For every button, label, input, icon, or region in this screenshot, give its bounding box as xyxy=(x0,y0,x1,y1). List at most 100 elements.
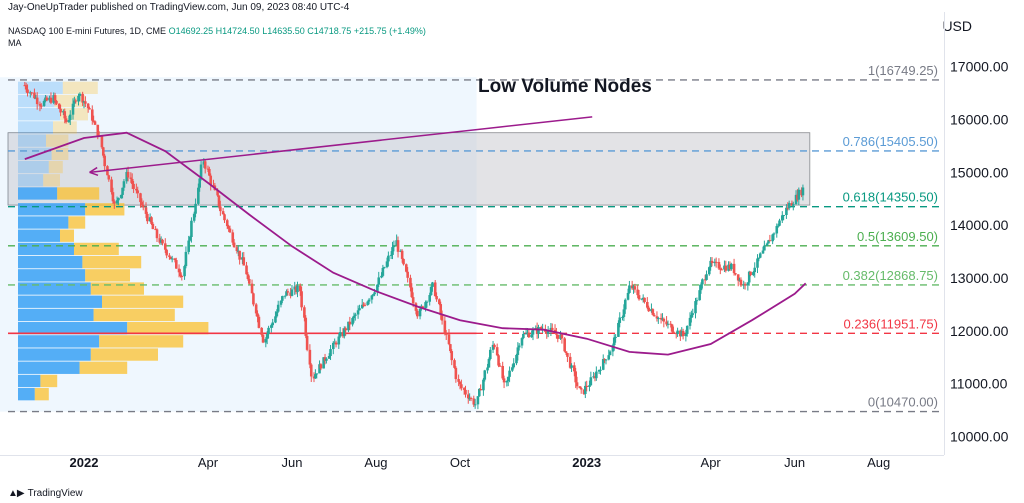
candle-body xyxy=(564,351,568,354)
candle-body xyxy=(632,286,635,289)
candle-body xyxy=(344,328,347,331)
candle-body xyxy=(281,296,284,301)
low-volume-zone xyxy=(7,132,811,206)
x-tick-label: Jun xyxy=(784,455,805,470)
annotation-arrow-line xyxy=(89,116,593,174)
candle-body xyxy=(701,279,704,285)
candle-body xyxy=(585,385,589,387)
candle-body xyxy=(169,256,173,260)
candle-body xyxy=(443,320,447,334)
candle-body xyxy=(738,279,741,281)
candle-body xyxy=(589,377,593,386)
tradingview-logo-icon: ▲▶ xyxy=(8,488,25,499)
candle-body xyxy=(78,93,82,96)
candle-body xyxy=(402,258,405,265)
candle-body xyxy=(122,181,126,188)
candle-body xyxy=(35,97,39,105)
candle-body xyxy=(690,314,693,318)
candle-body xyxy=(26,89,29,94)
volume-profile-up-bar xyxy=(18,81,63,94)
candle-body xyxy=(539,327,543,330)
candle-body xyxy=(486,367,489,371)
fib-level-label: 0(10470.00) xyxy=(868,395,938,410)
y-tick-label: 15000.00 xyxy=(950,164,1009,180)
candle-body xyxy=(559,334,562,339)
candle-body xyxy=(713,261,717,264)
candle-body xyxy=(742,284,746,286)
volume-profile-up-bar xyxy=(18,282,91,295)
candle-body xyxy=(270,325,273,328)
candle-body xyxy=(765,243,769,246)
candle-body xyxy=(699,284,703,291)
x-tick-label: Apr xyxy=(701,455,722,470)
candle-body xyxy=(410,287,414,298)
candle-body xyxy=(96,124,100,137)
candle-body xyxy=(308,349,312,365)
volume-profile-up-bar xyxy=(18,108,60,121)
candle-body xyxy=(431,282,434,287)
volume-profile-down-bar xyxy=(46,134,69,147)
candle-body xyxy=(223,214,226,221)
candle-body xyxy=(685,325,689,334)
candle-body xyxy=(198,178,202,188)
candle-body xyxy=(382,267,386,269)
candle-body xyxy=(334,342,338,345)
candle-body xyxy=(435,296,438,300)
candle-body xyxy=(643,297,646,303)
candle-body xyxy=(439,304,443,316)
candle-body xyxy=(709,260,712,268)
candle-body xyxy=(674,333,678,335)
candle-body xyxy=(472,398,476,405)
candle-body xyxy=(90,109,94,121)
candle-body xyxy=(659,317,663,320)
candle-body xyxy=(53,95,57,101)
candle-body xyxy=(491,344,495,350)
candle-body xyxy=(592,376,595,378)
volume-profile-down-bar xyxy=(102,295,184,308)
volume-profile-down-bar xyxy=(74,242,119,256)
volume-profile-up-bar xyxy=(18,308,94,322)
candle-body xyxy=(71,103,75,115)
volume-profile-down-bar xyxy=(62,81,98,94)
candle-body xyxy=(655,316,659,319)
candle-body xyxy=(454,367,458,380)
candle-body xyxy=(796,194,799,200)
candle-body xyxy=(516,347,520,355)
candle-body xyxy=(424,302,427,309)
candle-body xyxy=(680,330,684,337)
candle-body xyxy=(363,304,367,306)
x-tick-label: Oct xyxy=(450,455,471,470)
candle-body xyxy=(73,100,76,104)
candle-body xyxy=(761,250,765,254)
candle-body xyxy=(747,271,751,283)
candle-body xyxy=(173,258,177,261)
candle-body xyxy=(493,344,496,348)
candle-body xyxy=(501,365,504,379)
candle-body xyxy=(691,313,695,315)
candle-body xyxy=(622,309,626,317)
candle-body xyxy=(776,225,780,227)
candle-body xyxy=(723,265,726,270)
candle-body xyxy=(187,240,190,252)
candle-body xyxy=(34,97,38,99)
candle-body xyxy=(57,103,61,109)
candle-body xyxy=(545,331,549,334)
volume-profile-up-bar xyxy=(18,160,49,174)
candle-body xyxy=(778,220,781,226)
candle-body xyxy=(628,285,631,293)
candle-body xyxy=(560,334,564,339)
candle-body xyxy=(154,229,157,231)
candle-body xyxy=(261,334,265,343)
volume-profile-down-bar xyxy=(79,361,128,374)
candle-body xyxy=(184,251,188,267)
candle-body xyxy=(449,344,452,352)
ohlc-open: O14692.25 xyxy=(168,26,214,36)
symbol-name: NASDAQ 100 E-mini Futures, 1D, CME xyxy=(8,26,167,36)
candle-body xyxy=(92,120,95,122)
candle-body xyxy=(257,316,261,328)
candle-body xyxy=(341,332,345,337)
volume-profile-down-bar xyxy=(90,348,158,361)
candle-body xyxy=(458,381,462,385)
candle-body xyxy=(720,269,723,271)
